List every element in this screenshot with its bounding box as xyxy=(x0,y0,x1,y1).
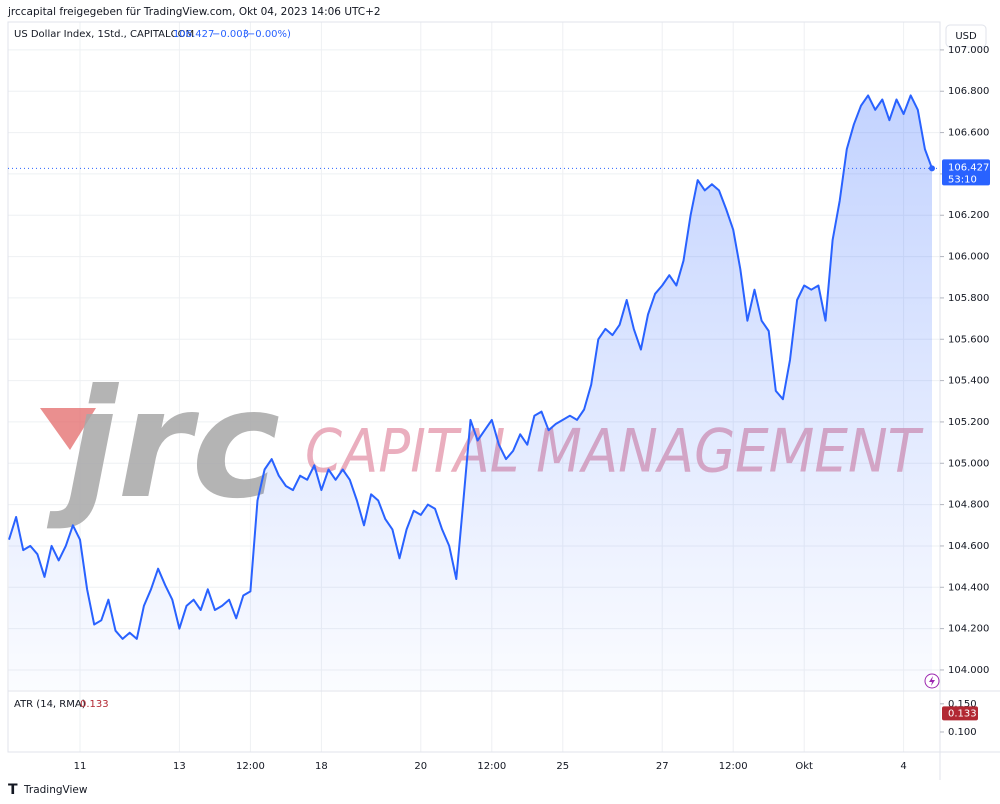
x-tick-label: 12:00 xyxy=(236,761,265,772)
x-tick-label: 12:00 xyxy=(477,761,506,772)
y-tick-label: 104.400 xyxy=(948,582,989,593)
currency-button[interactable] xyxy=(945,24,987,48)
x-tick-label: 4 xyxy=(900,761,906,772)
symbol-label: US Dollar Index, 1Std., CAPITALCOM xyxy=(14,29,194,40)
y-tick-label: 104.000 xyxy=(948,665,989,676)
countdown: 53:10 xyxy=(948,174,977,185)
legend-change-pct: (−0.00%) xyxy=(243,29,291,40)
y-tick-label: 104.200 xyxy=(948,624,989,635)
y-tick-label: 106.000 xyxy=(948,252,989,263)
legend-price: 106.427 xyxy=(173,29,214,40)
area-fill xyxy=(9,95,932,690)
header: jrccapital freigegeben für TradingView.c… xyxy=(7,6,381,18)
watermark-logo: jrc xyxy=(46,358,280,532)
x-tick-label: 20 xyxy=(414,761,427,772)
x-tick-label: 12:00 xyxy=(719,761,748,772)
currency-label[interactable]: USD xyxy=(955,31,977,42)
watermark-shape xyxy=(40,408,96,450)
x-tick-label: Okt xyxy=(795,761,813,772)
x-tick-label: 27 xyxy=(656,761,669,772)
footer: TradingView xyxy=(23,784,88,796)
alert-icon-bolt[interactable] xyxy=(929,676,935,686)
y-tick-label: 105.200 xyxy=(948,417,989,428)
y-tick-label: 106.800 xyxy=(948,86,989,97)
last-price-box xyxy=(942,159,990,186)
x-tick-label: 13 xyxy=(173,761,186,772)
x-tick-label: 18 xyxy=(315,761,328,772)
y-tick-label: 105.600 xyxy=(948,334,989,345)
indicator-value-box xyxy=(942,706,978,721)
y-tick-label: 106.200 xyxy=(948,210,989,221)
y-tick-label: 0.150 xyxy=(948,699,977,710)
y-tick-label: 106.600 xyxy=(948,128,989,139)
legend-change: −0.003 xyxy=(212,29,249,40)
y-tick-label: 107.000 xyxy=(948,45,989,56)
y-tick-label: 105.000 xyxy=(948,458,989,469)
x-tick-label: 25 xyxy=(556,761,569,772)
y-tick-label: 104.800 xyxy=(948,500,989,511)
footer-logo-mark: 𝗧 xyxy=(8,782,18,798)
last-price-label: 106.427 xyxy=(948,162,989,173)
y-tick-label: 104.600 xyxy=(948,541,989,552)
price-line xyxy=(8,94,933,640)
y-tick-label: 0.100 xyxy=(948,727,977,738)
indicator-value: 0.133 xyxy=(80,699,109,710)
x-tick-label: 11 xyxy=(74,761,87,772)
y-tick-label: 105.400 xyxy=(948,376,989,387)
indicator-label: ATR (14, RMA) xyxy=(14,699,86,710)
indicator-value-label: 0.133 xyxy=(948,708,977,719)
y-tick-label: 105.800 xyxy=(948,293,989,304)
